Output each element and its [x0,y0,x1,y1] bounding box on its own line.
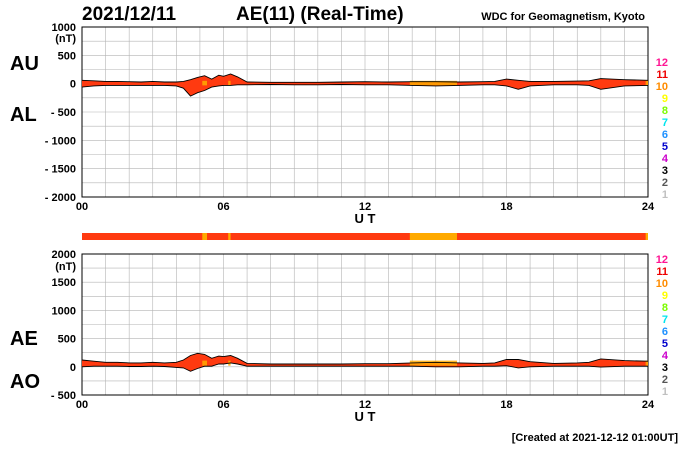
y-tick-label: 2000 [52,249,76,261]
y-tick-label: 1000 [52,305,76,317]
station-count-label: 5 [662,338,668,350]
y-tick-label: - 500 [51,107,76,119]
x-tick-label: 06 [217,201,229,213]
station-count-label: 8 [662,302,668,314]
y-tick-label: - 1500 [45,164,76,176]
station-count-label: 7 [662,117,668,129]
station-count-label: 5 [662,141,668,153]
station-highlight [645,360,648,366]
x-tick-label: 00 [76,399,88,411]
station-count-bar-segment [409,233,457,240]
station-count-label: 1 [662,386,668,398]
x-axis-label: U T [355,409,376,424]
y-tick-label: - 500 [51,390,76,402]
plot-frame [81,253,649,396]
x-tick-label: 12 [359,399,371,411]
x-tick-label: 24 [642,399,655,411]
series-area [82,353,648,372]
station-highlight [645,80,648,86]
station-count-label: 9 [662,290,668,302]
x-tick-label: 24 [642,201,655,213]
x-tick-label: 00 [76,201,88,213]
station-count-label: 3 [662,362,668,374]
plot-title: AE(11) (Real-Time) [236,4,404,25]
series-upper-line [81,352,649,365]
series-label: AE [10,328,38,350]
station-count-label: 6 [662,129,668,141]
y-tick-label: - 1000 [45,135,76,147]
y-tick-label: - 2000 [45,192,76,204]
plot-frame [81,26,649,198]
y-tick-label: 0 [70,362,76,374]
station-count-label: 12 [656,254,668,266]
station-highlight [202,360,207,366]
series-label: AO [10,371,40,393]
station-count-label: 2 [662,177,668,189]
station-count-label: 11 [656,69,668,81]
station-highlight [409,80,457,86]
station-count-bar-segment [645,233,648,240]
station-count-label: 9 [662,93,668,105]
station-count-label: 2 [662,374,668,386]
y-tick-label: 1500 [52,277,76,289]
station-count-label: 10 [656,278,668,290]
station-count-label: 1 [662,189,668,201]
station-count-bar-segment [202,233,207,240]
x-axis-label: U T [355,211,376,226]
plot-date: 2021/12/11 [82,4,177,25]
x-tick-label: 06 [217,399,229,411]
station-count-label: 12 [656,57,668,69]
y-unit-label: (nT) [55,261,76,273]
station-highlight [409,360,457,366]
x-tick-label: 18 [500,201,512,213]
station-count-label: 6 [662,326,668,338]
station-highlight [202,80,207,86]
station-count-label: 10 [656,81,668,93]
x-tick-label: 12 [359,201,371,213]
station-count-bar-segment [228,233,231,240]
station-count-label: 4 [662,153,669,165]
station-count-label: 11 [656,266,668,278]
station-highlight [228,80,231,86]
station-count-label: 7 [662,314,668,326]
station-count-bar [82,233,648,240]
series-lower-line [81,84,649,97]
y-tick-label: 500 [58,334,76,346]
series-label: AU [10,53,39,75]
station-count-label: 8 [662,105,668,117]
series-label: AL [10,104,37,126]
y-unit-label: (nT) [55,33,76,45]
station-count-label: 3 [662,165,668,177]
y-tick-label: 0 [70,79,76,91]
series-upper-line [81,73,649,83]
series-lower-line [81,362,648,372]
created-timestamp: [Created at 2021-12-12 01:00UT] [511,432,678,444]
y-tick-label: 1000 [52,22,76,34]
y-tick-label: 500 [58,50,76,62]
source-label: WDC for Geomagnetism, Kyoto [481,11,645,23]
x-tick-label: 18 [500,399,512,411]
station-count-label: 4 [662,350,669,362]
